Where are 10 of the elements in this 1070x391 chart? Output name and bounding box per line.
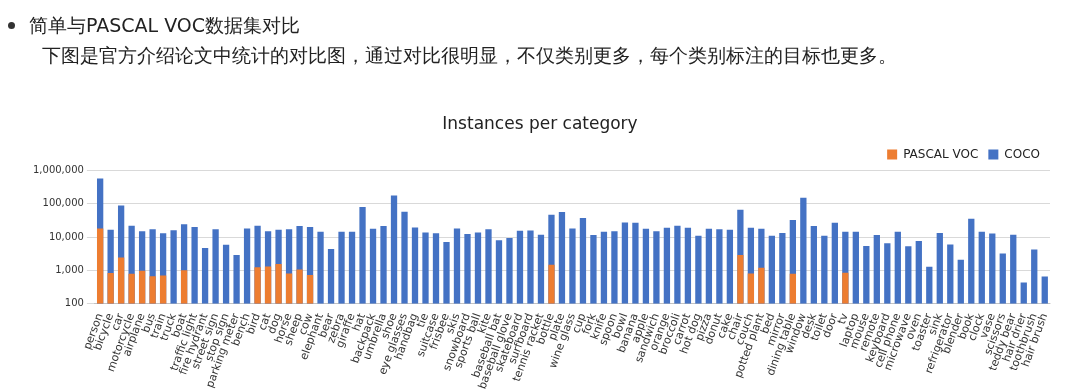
y-tick-label: 10,000 xyxy=(48,230,84,242)
chart-title: 简单与PASCAL VOC数据集对比 xyxy=(29,13,301,38)
legend-label: COCO xyxy=(1004,146,1041,161)
y-tick-label: 100,000 xyxy=(42,197,84,209)
y-tick-label: 1,000 xyxy=(55,263,84,275)
legend-label: PASCAL VOC xyxy=(903,146,979,161)
chart-subtitle: 下图是官方介绍论文中统计的对比图，通过对比很明显，不仅类别更多，每个类别标注的目标也更多。 xyxy=(42,43,898,68)
y-tick-label: 1,000,000 xyxy=(32,163,84,175)
y-tick-label: 100 xyxy=(64,297,84,309)
text: Instances per category xyxy=(442,112,638,133)
